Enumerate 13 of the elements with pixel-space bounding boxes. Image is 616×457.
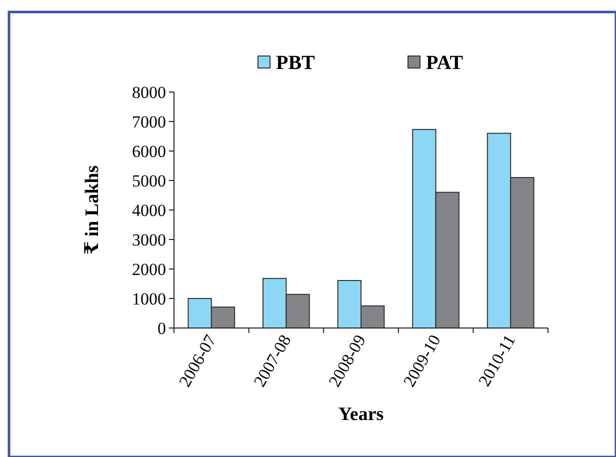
y-tick-label: 7000 xyxy=(132,112,166,132)
legend-label: PBT xyxy=(276,52,316,74)
y-tick-label: 3000 xyxy=(132,230,166,250)
legend-label: PAT xyxy=(426,52,464,74)
y-tick-label: 5000 xyxy=(132,171,166,190)
y-tick-label: 2000 xyxy=(132,260,166,279)
x-axis-title: Years xyxy=(338,404,384,425)
y-tick-label: 0 xyxy=(158,318,166,338)
y-tick-label: 1000 xyxy=(132,289,166,308)
y-tick-label: 4000 xyxy=(132,200,166,220)
y-axis-title: ₹ in Lakhs xyxy=(82,165,103,255)
y-tick-label: 6000 xyxy=(132,142,166,161)
y-tick-label: 8000 xyxy=(132,82,166,102)
